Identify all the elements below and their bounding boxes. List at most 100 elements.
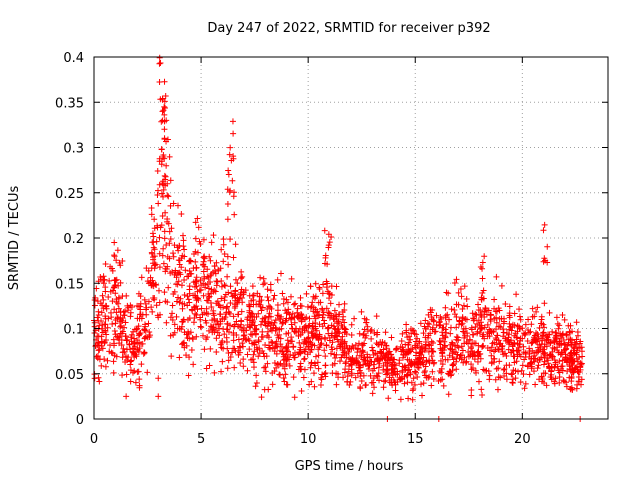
data-point	[541, 255, 548, 262]
data-point	[219, 358, 226, 365]
data-point	[268, 327, 275, 334]
data-point	[377, 348, 384, 355]
data-point	[351, 315, 358, 322]
data-point	[468, 366, 475, 373]
data-point	[192, 235, 199, 242]
data-point	[201, 275, 208, 282]
data-point	[193, 333, 200, 340]
data-point	[289, 338, 296, 345]
data-point	[229, 177, 236, 184]
data-point	[231, 292, 238, 299]
data-point	[533, 308, 540, 315]
data-point	[177, 271, 184, 278]
data-point	[291, 301, 298, 308]
data-point	[479, 344, 486, 351]
data-point	[111, 352, 118, 359]
data-point	[99, 321, 106, 328]
data-point	[429, 357, 436, 364]
data-point	[288, 293, 295, 300]
data-point	[492, 376, 499, 383]
data-point	[401, 373, 408, 380]
data-point	[369, 347, 376, 354]
data-point	[375, 364, 382, 371]
data-point	[528, 340, 535, 347]
data-point	[408, 379, 415, 386]
data-point	[181, 246, 188, 253]
data-point	[186, 286, 193, 293]
data-point	[280, 296, 287, 303]
data-point	[262, 318, 269, 325]
data-point	[167, 177, 174, 184]
data-point	[424, 320, 431, 327]
data-point	[230, 130, 237, 137]
data-point	[563, 383, 570, 390]
data-point	[291, 354, 298, 361]
data-point	[544, 243, 551, 250]
data-point	[461, 332, 468, 339]
data-point	[163, 138, 170, 145]
data-point	[315, 365, 322, 372]
data-point	[227, 144, 234, 151]
data-point	[472, 311, 479, 318]
data-point	[496, 358, 503, 365]
x-tick-label: 15	[407, 432, 424, 447]
y-tick-label: 0.35	[55, 96, 84, 111]
data-point	[228, 157, 235, 164]
data-point	[442, 312, 449, 319]
data-point	[171, 321, 178, 328]
data-point	[543, 343, 550, 350]
data-point	[319, 323, 326, 330]
data-point	[316, 344, 323, 351]
data-point	[357, 373, 364, 380]
data-point	[222, 282, 229, 289]
data-point	[273, 325, 280, 332]
data-point	[258, 394, 265, 401]
data-point	[341, 352, 348, 359]
data-point	[186, 267, 193, 274]
data-point	[202, 284, 209, 291]
data-point	[367, 372, 374, 379]
data-point	[507, 349, 514, 356]
data-point	[502, 300, 509, 307]
data-point	[240, 335, 247, 342]
data-point	[274, 312, 281, 319]
data-point	[430, 375, 437, 382]
data-point	[446, 316, 453, 323]
data-point	[187, 258, 194, 265]
data-point	[169, 302, 176, 309]
data-point	[276, 331, 283, 338]
data-point	[406, 366, 413, 373]
data-point	[522, 380, 529, 387]
data-point	[232, 287, 239, 294]
data-point	[474, 330, 481, 337]
data-point	[394, 370, 401, 377]
data-point	[344, 345, 351, 352]
data-point	[466, 336, 473, 343]
data-point	[173, 313, 180, 320]
data-point	[400, 351, 407, 358]
data-point	[194, 215, 201, 222]
data-point	[403, 321, 410, 328]
data-point	[534, 365, 541, 372]
data-point	[154, 167, 161, 174]
data-point	[193, 278, 200, 285]
data-point	[573, 319, 580, 326]
data-point	[503, 353, 510, 360]
data-point	[408, 360, 415, 367]
data-point	[94, 314, 101, 321]
data-point	[385, 357, 392, 364]
data-point	[528, 355, 535, 362]
data-point	[316, 311, 323, 318]
data-point	[264, 360, 271, 367]
data-point	[148, 211, 155, 218]
data-point	[534, 349, 541, 356]
data-point	[483, 367, 490, 374]
data-point	[138, 274, 145, 281]
data-point	[102, 363, 109, 370]
data-points	[91, 54, 586, 422]
data-point	[541, 221, 548, 228]
data-point	[404, 379, 411, 386]
data-point	[477, 350, 484, 357]
data-point	[181, 276, 188, 283]
axis-ticks	[93, 56, 608, 420]
